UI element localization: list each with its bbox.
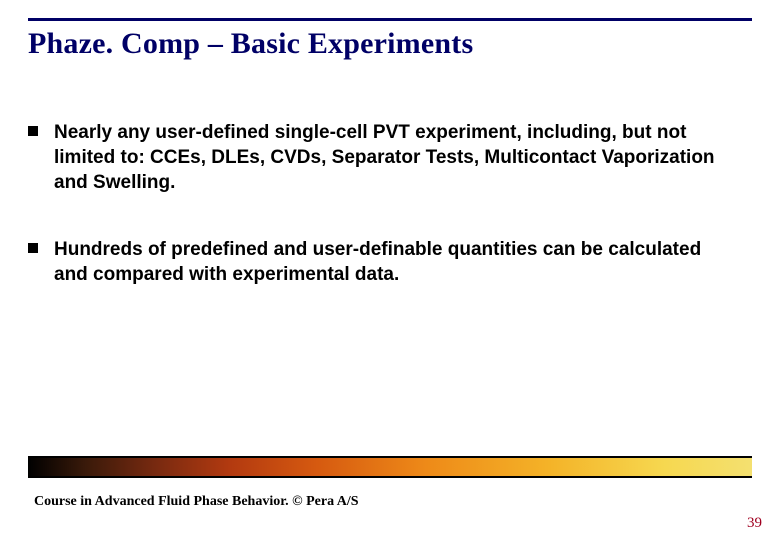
bullet-square-icon bbox=[28, 126, 38, 136]
bullet-text: Hundreds of predefined and user-definabl… bbox=[54, 237, 736, 287]
bullet-item: Hundreds of predefined and user-definabl… bbox=[28, 237, 736, 287]
bullet-text: Nearly any user-defined single-cell PVT … bbox=[54, 120, 736, 195]
band-bottom-rule bbox=[28, 476, 752, 478]
title-region: Phaze. Comp – Basic Experiments bbox=[28, 18, 752, 61]
footer-band bbox=[28, 456, 752, 478]
page-number: 39 bbox=[747, 515, 762, 532]
content-region: Nearly any user-defined single-cell PVT … bbox=[28, 120, 736, 329]
bullet-item: Nearly any user-defined single-cell PVT … bbox=[28, 120, 736, 195]
slide: Phaze. Comp – Basic Experiments Nearly a… bbox=[0, 0, 780, 540]
title-rule bbox=[28, 18, 752, 21]
slide-title: Phaze. Comp – Basic Experiments bbox=[28, 27, 752, 61]
bullet-square-icon bbox=[28, 243, 38, 253]
footer-text: Course in Advanced Fluid Phase Behavior.… bbox=[34, 494, 359, 510]
band-gradient bbox=[28, 458, 752, 476]
